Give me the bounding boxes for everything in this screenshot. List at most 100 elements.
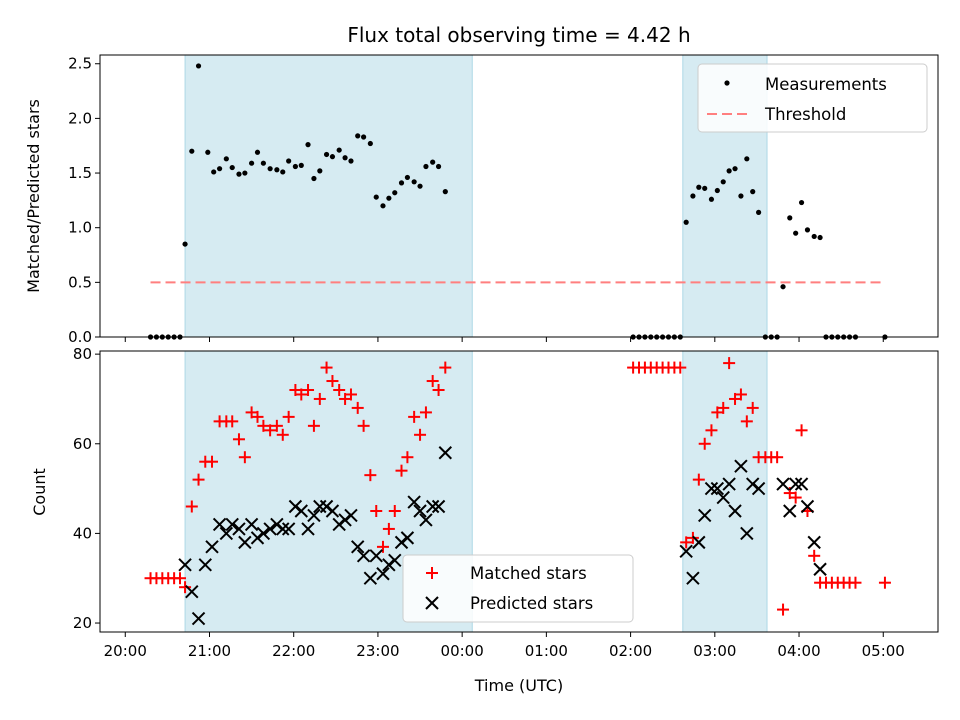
- measurement-point: [329, 154, 336, 160]
- predicted-star-point: [419, 513, 433, 527]
- predicted-star-point: [244, 517, 259, 532]
- predicted-star-point: [301, 522, 315, 536]
- matched-star-point: [439, 361, 452, 374]
- observing-intervals-top: [184, 54, 768, 338]
- measurement-point: [292, 163, 298, 170]
- x-stroke: [225, 517, 239, 532]
- matched-star-point: [276, 428, 289, 441]
- predicted-star-point: [686, 571, 700, 585]
- measurement-point: [355, 133, 361, 139]
- matched-star-point: [179, 581, 192, 594]
- measurement-point: [260, 160, 266, 166]
- matched-star-point: [717, 401, 730, 414]
- measurement-point: [738, 193, 744, 199]
- ratio-legend: Measurements Threshold: [697, 63, 928, 133]
- matched-star-point: [771, 451, 784, 464]
- x-stroke: [425, 499, 440, 514]
- predicted-star-point: [425, 499, 440, 514]
- measurement-point: [267, 166, 273, 172]
- measurement-point: [817, 234, 823, 241]
- matched-star-point: [388, 504, 401, 517]
- measurement-point: [236, 171, 242, 177]
- predicted-star-point: [407, 495, 421, 509]
- matched-star-point: [257, 419, 270, 432]
- matched-star-point: [251, 410, 264, 423]
- x-stroke: [198, 558, 212, 572]
- measurement-point: [189, 148, 195, 154]
- ratio-x-axis: [124, 337, 884, 342]
- x-stroke: [710, 481, 725, 496]
- measurement-point: [798, 199, 805, 206]
- measurement-point: [404, 174, 411, 181]
- matched-star-point: [192, 473, 205, 486]
- measurement-point: [361, 134, 367, 140]
- x-stroke: [294, 504, 308, 518]
- predicted-star-point: [369, 549, 383, 563]
- x-stroke: [363, 571, 378, 585]
- matched-star-point: [320, 361, 333, 374]
- matched-star-point: [408, 410, 421, 423]
- predicted-star-point: [212, 517, 227, 532]
- measurement-point: [248, 160, 255, 166]
- matched-star-point: [849, 576, 862, 589]
- predicted-stars-points: [178, 446, 827, 626]
- x-stroke: [734, 459, 748, 473]
- x-stroke: [232, 522, 246, 536]
- predicted-star-point: [256, 526, 271, 541]
- count-y-axis-label: Count: [30, 468, 49, 516]
- predicted-star-point: [351, 540, 365, 554]
- ratio-y-axis: 0.0 0.5 1.0 1.5 2.0 2.5: [68, 55, 100, 346]
- predicted-star-point: [205, 540, 219, 554]
- x-stroke: [431, 499, 446, 514]
- x-stroke: [205, 540, 219, 554]
- predicted-star-point: [294, 504, 308, 518]
- matched-star-point: [705, 424, 718, 437]
- matched-star-point: [357, 419, 370, 432]
- predicted-star-point: [813, 562, 827, 576]
- predicted-star-point: [438, 446, 453, 460]
- x-stroke: [185, 584, 199, 599]
- ratio-legend-box: [697, 63, 928, 133]
- matched-star-point: [238, 451, 251, 464]
- predicted-star-point: [710, 481, 725, 496]
- predicted-star-point: [722, 477, 736, 491]
- x-tick-label: 01:00: [525, 642, 568, 660]
- matched-star-point: [307, 419, 320, 432]
- measurement-point: [708, 196, 715, 202]
- matched-star-point: [432, 383, 445, 396]
- measurement-point: [336, 147, 342, 153]
- y-tick-label: 40: [73, 524, 92, 542]
- measurement-point: [254, 149, 261, 155]
- x-stroke: [238, 535, 252, 550]
- predicted-star-point: [325, 504, 340, 518]
- predicted-star-point: [800, 499, 815, 514]
- measurement-point: [804, 227, 811, 233]
- y-tick-label: 1.5: [68, 164, 92, 182]
- predicted-star-point: [807, 535, 821, 550]
- measurement-point: [274, 167, 280, 173]
- measurement-point: [348, 158, 354, 164]
- time-x-axis: 20:00 21:00 22:00 23:00 00:00 01:00 02:00 03:00…: [104, 632, 905, 660]
- matched-star-point: [382, 522, 395, 535]
- predicted-star-point: [281, 522, 296, 536]
- legend-measurements-marker: [724, 80, 730, 86]
- matched-star-point: [226, 415, 239, 428]
- matched-star-point: [185, 500, 198, 513]
- chart-title: Flux total observing time = 4.42 h: [347, 23, 690, 47]
- x-tick-label: 20:00: [104, 642, 147, 660]
- measurement-point: [229, 164, 235, 171]
- measurement-point: [696, 184, 702, 190]
- matched-star-point: [680, 536, 693, 549]
- predicted-star-point: [225, 517, 239, 532]
- matched-star-point: [376, 540, 389, 553]
- matched-star-point: [426, 375, 439, 388]
- x-stroke: [344, 508, 358, 523]
- matched-star-point: [264, 424, 277, 437]
- matched-star-point: [401, 451, 414, 464]
- x-stroke: [783, 504, 797, 518]
- matched-star-point: [878, 576, 891, 589]
- x-stroke: [438, 446, 453, 460]
- matched-star-point: [174, 572, 187, 585]
- x-stroke: [219, 526, 234, 541]
- matched-star-point: [419, 406, 432, 419]
